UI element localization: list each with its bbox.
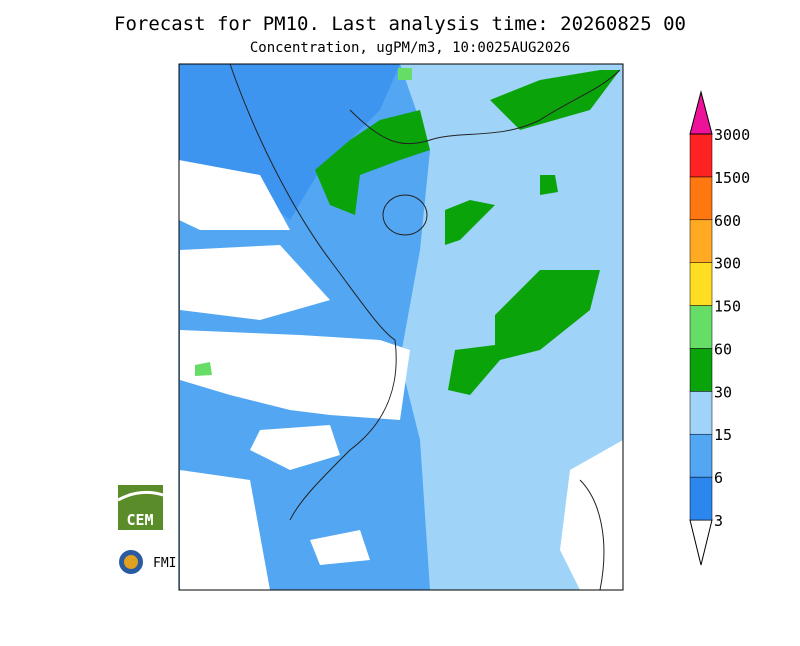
colorbar-label: 30 xyxy=(714,383,732,401)
colorbar-label: 300 xyxy=(714,255,741,273)
colorbar-label: 6 xyxy=(714,469,723,487)
colorbar-segment xyxy=(689,90,713,135)
colorbar-segment xyxy=(689,433,713,478)
map xyxy=(178,63,624,591)
colorbar-label: 600 xyxy=(714,212,741,230)
colorbar-segment xyxy=(689,305,713,349)
subtitle: Concentration, ugPM/m3, 10:0025AUG2026 xyxy=(250,40,570,56)
colorbar-segment xyxy=(689,133,713,178)
title: Forecast for PM10. Last analysis time: 2… xyxy=(114,13,686,35)
fmi-text: FMI xyxy=(153,556,176,571)
colorbar-segment xyxy=(689,391,713,435)
colorbar-label: 60 xyxy=(714,340,732,358)
colorbar-segment xyxy=(689,219,713,263)
colorbar-segment xyxy=(689,476,713,521)
colorbar-label: 15 xyxy=(714,426,732,444)
colorbar-segment xyxy=(689,348,713,392)
colorbar-segment xyxy=(689,519,713,566)
cem-text: CEM xyxy=(126,511,153,529)
colorbar-segment xyxy=(689,262,713,306)
colorbar-label: 3000 xyxy=(714,126,750,144)
colorbar-label: 150 xyxy=(714,298,741,316)
colorbar-label: 1500 xyxy=(714,169,750,187)
fmi-logo: FMI xyxy=(119,550,176,574)
colorbar-label: 3 xyxy=(714,512,723,530)
colorbar: 3 6 15 30 60 150 300 600 1500 3000 xyxy=(689,90,750,566)
cem-logo: CEM xyxy=(117,485,164,530)
colorbar-segment xyxy=(689,176,713,221)
